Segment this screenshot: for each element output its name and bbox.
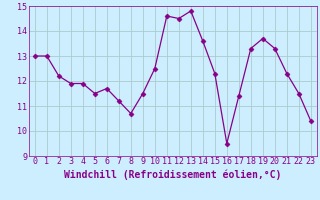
X-axis label: Windchill (Refroidissement éolien,°C): Windchill (Refroidissement éolien,°C) — [64, 169, 282, 180]
